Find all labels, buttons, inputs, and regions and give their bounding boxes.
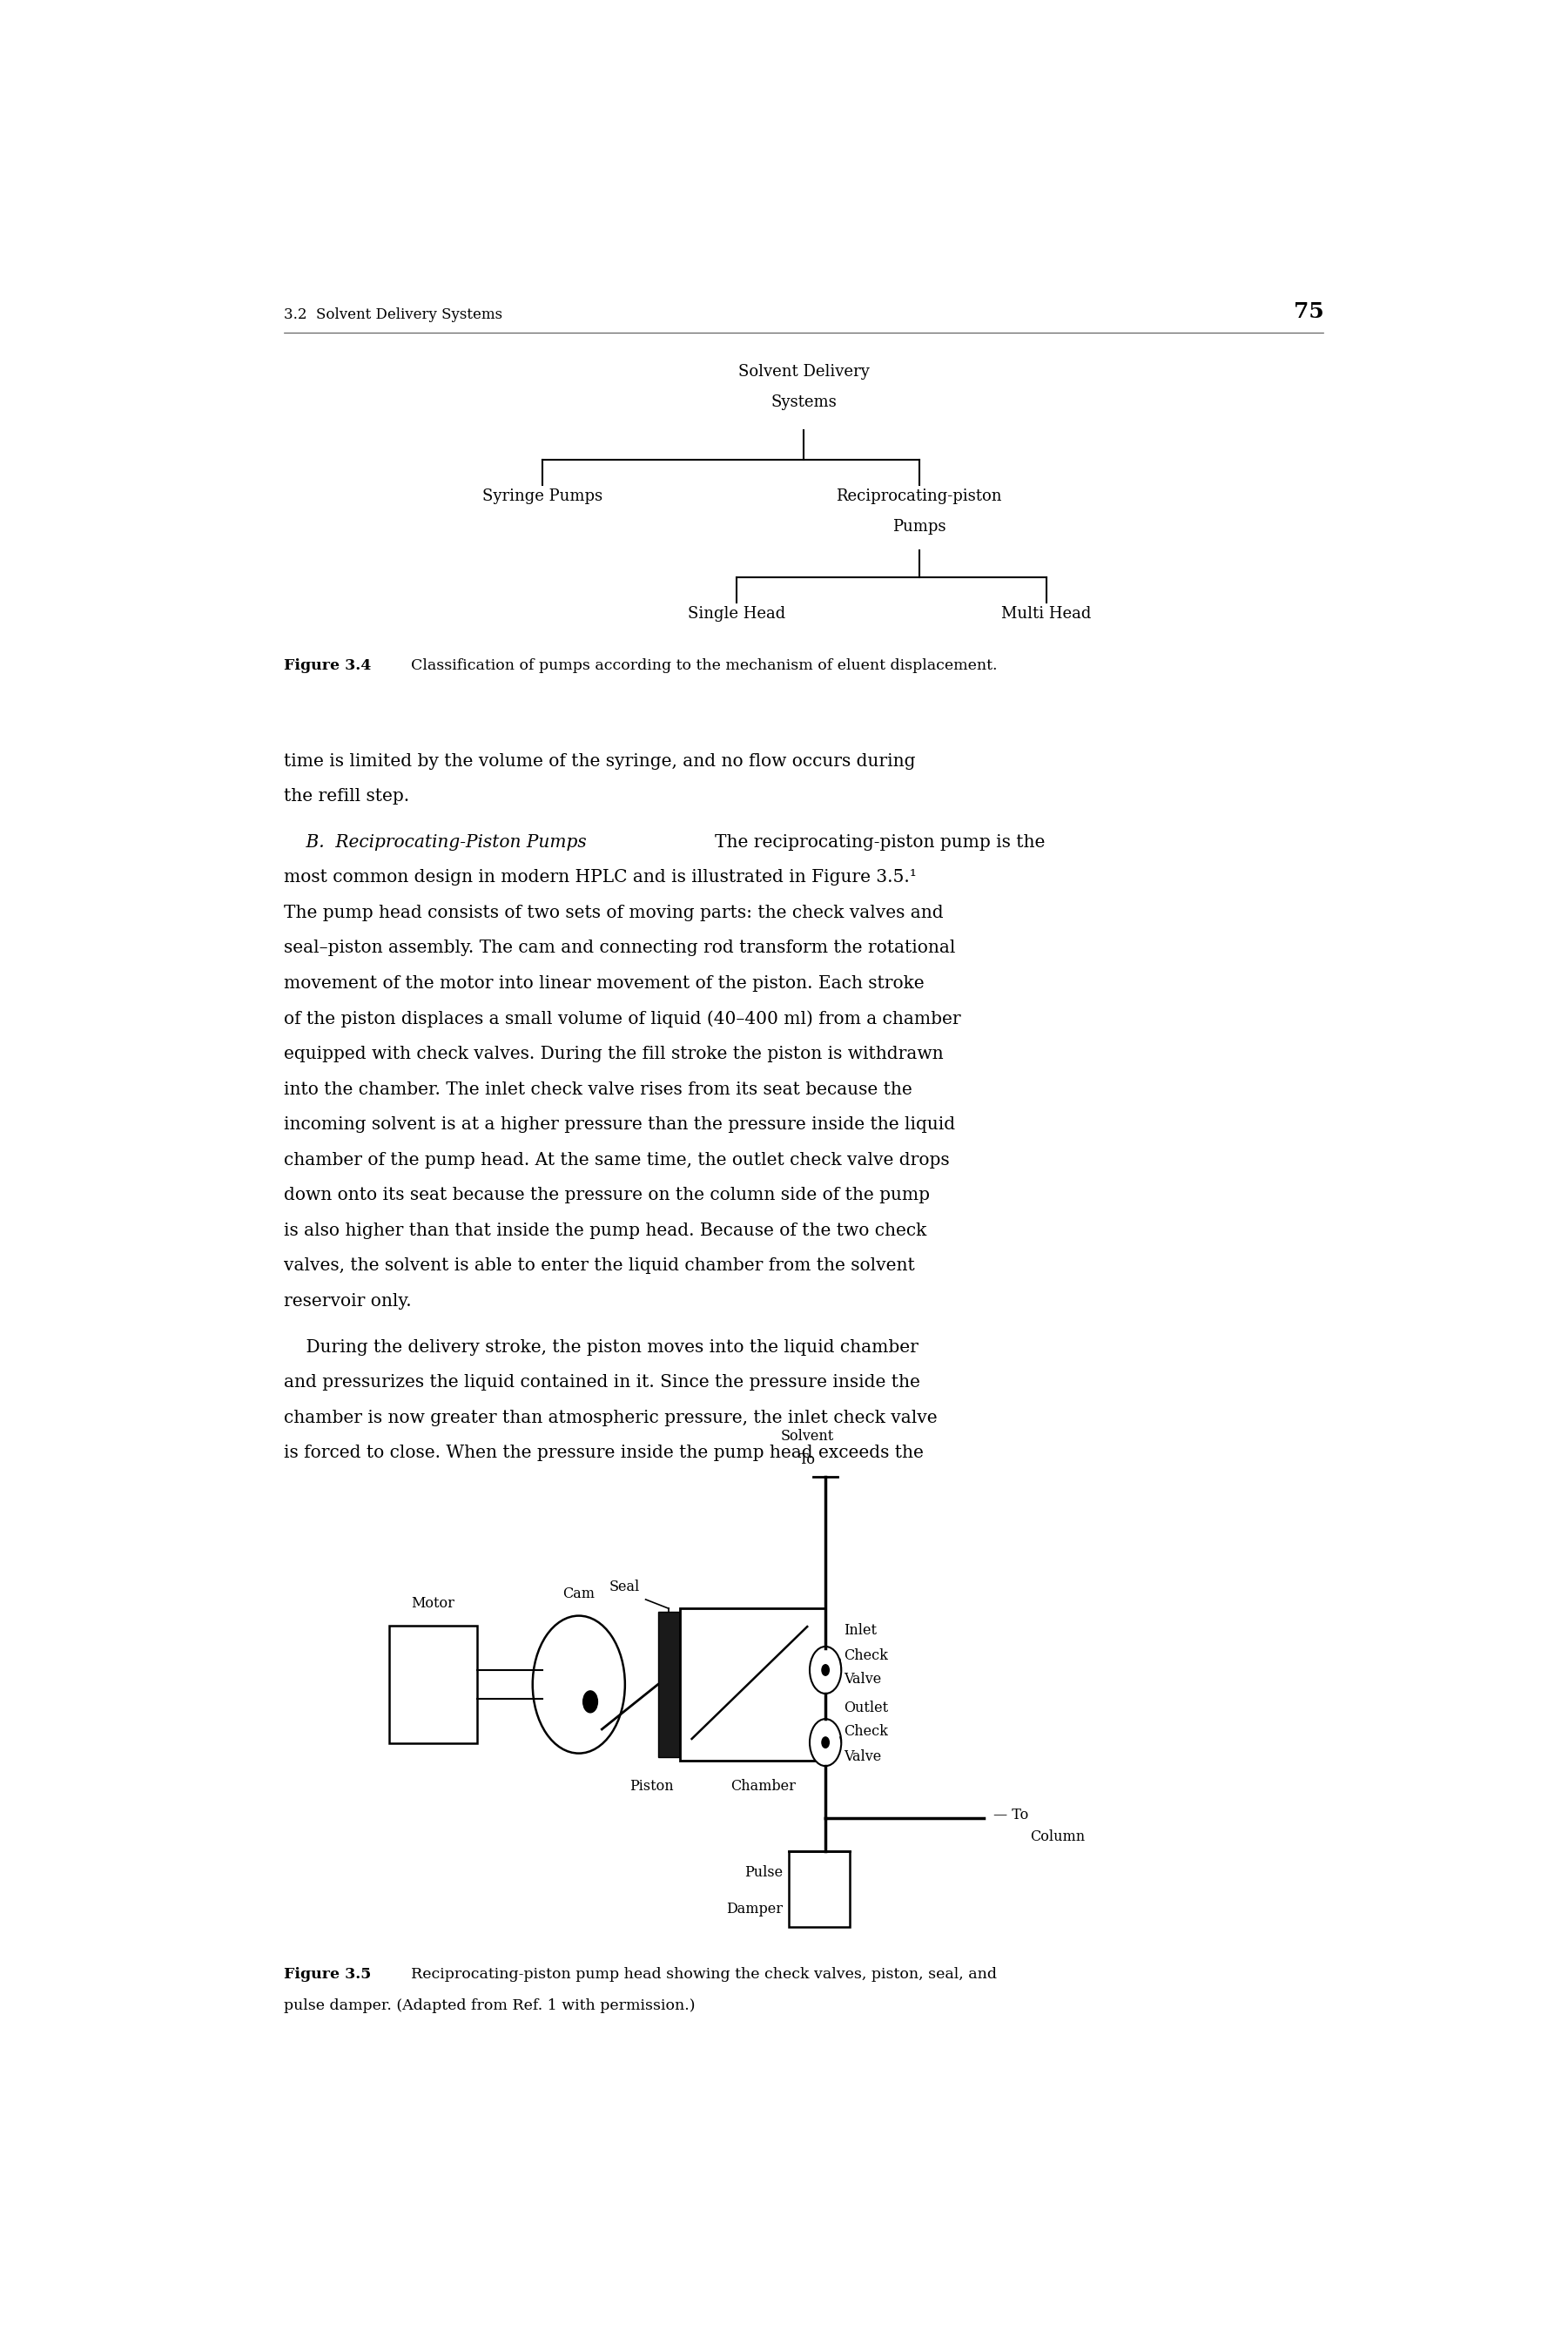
Bar [389,1625,477,1744]
Text: 75: 75 [1294,301,1323,322]
Text: Inlet: Inlet [844,1622,877,1636]
Text: Syringe Pumps: Syringe Pumps [483,489,602,503]
Text: Solvent: Solvent [781,1429,834,1444]
Text: reservoir only.: reservoir only. [284,1293,411,1310]
Text: chamber is now greater than atmospheric pressure, the inlet check valve: chamber is now greater than atmospheric … [284,1408,938,1427]
Text: Pumps: Pumps [892,520,946,536]
Text: Piston: Piston [629,1780,674,1794]
Text: Cam: Cam [563,1587,594,1601]
Text: The reciprocating-piston pump is the: The reciprocating-piston pump is the [715,835,1046,851]
Text: valves, the solvent is able to enter the liquid chamber from the solvent: valves, the solvent is able to enter the… [284,1258,914,1274]
Text: Pulse: Pulse [745,1864,782,1881]
Circle shape [809,1719,842,1766]
Text: Solvent Delivery: Solvent Delivery [739,364,869,379]
Text: seal–piston assembly. The cam and connecting rod transform the rotational: seal–piston assembly. The cam and connec… [284,940,955,957]
Text: Seal: Seal [608,1580,640,1594]
Text: The pump head consists of two sets of moving parts: the check valves and: The pump head consists of two sets of mo… [284,905,942,922]
Bar [679,1608,825,1761]
Text: into the chamber. The inlet check valve rises from its seat because the: into the chamber. The inlet check valve … [284,1081,913,1098]
Text: Multi Head: Multi Head [1002,607,1091,621]
Text: 3.2  Solvent Delivery Systems: 3.2 Solvent Delivery Systems [284,308,502,322]
Text: and pressurizes the liquid contained in it. Since the pressure inside the: and pressurizes the liquid contained in … [284,1373,920,1392]
Text: pulse damper. (Adapted from Ref. 1 with permission.): pulse damper. (Adapted from Ref. 1 with … [284,1998,695,2012]
Text: Motor: Motor [411,1596,455,1610]
Text: Damper: Damper [726,1902,782,1916]
Text: Check: Check [844,1648,887,1662]
Text: Reciprocating-piston: Reciprocating-piston [836,489,1002,503]
Text: Valve: Valve [844,1749,881,1763]
Circle shape [822,1737,829,1747]
Text: Systems: Systems [770,395,837,409]
Bar [789,1850,850,1928]
Text: is forced to close. When the pressure inside the pump head exceeds the: is forced to close. When the pressure in… [284,1444,924,1462]
Text: most common design in modern HPLC and is illustrated in Figure 3.5.¹: most common design in modern HPLC and is… [284,870,916,886]
Circle shape [533,1615,626,1754]
Text: movement of the motor into linear movement of the piston. Each stroke: movement of the motor into linear moveme… [284,976,924,992]
Text: Chamber: Chamber [731,1780,797,1794]
Text: Valve: Valve [844,1672,881,1686]
Text: Column: Column [1030,1829,1085,1843]
Text: is also higher than that inside the pump head. Because of the two check: is also higher than that inside the pump… [284,1223,927,1239]
Text: of the piston displaces a small volume of liquid (40–400 ml) from a chamber: of the piston displaces a small volume o… [284,1011,961,1027]
Text: Outlet: Outlet [844,1700,887,1716]
Text: Figure 3.4: Figure 3.4 [284,658,372,672]
Text: Single Head: Single Head [688,607,786,621]
Circle shape [583,1690,597,1712]
Text: equipped with check valves. During the fill stroke the piston is withdrawn: equipped with check valves. During the f… [284,1046,942,1063]
Text: Figure 3.5: Figure 3.5 [284,1968,372,1982]
Text: down onto its seat because the pressure on the column side of the pump: down onto its seat because the pressure … [284,1187,930,1204]
Text: Check: Check [844,1723,887,1740]
Text: the refill step.: the refill step. [284,788,409,804]
Text: During the delivery stroke, the piston moves into the liquid chamber: During the delivery stroke, the piston m… [284,1338,919,1354]
Text: incoming solvent is at a higher pressure than the pressure inside the liquid: incoming solvent is at a higher pressure… [284,1117,955,1133]
Text: To: To [800,1453,815,1467]
Circle shape [809,1646,842,1693]
Text: Classification of pumps according to the mechanism of eluent displacement.: Classification of pumps according to the… [411,658,997,672]
Text: chamber of the pump head. At the same time, the outlet check valve drops: chamber of the pump head. At the same ti… [284,1152,949,1168]
Circle shape [822,1665,829,1676]
Text: — To: — To [993,1808,1029,1822]
Text: B.  Reciprocating-Piston Pumps: B. Reciprocating-Piston Pumps [284,835,597,851]
Text: time is limited by the volume of the syringe, and no flow occurs during: time is limited by the volume of the syr… [284,752,916,769]
Text: Reciprocating-piston pump head showing the check valves, piston, seal, and: Reciprocating-piston pump head showing t… [411,1968,997,1982]
Bar [659,1613,679,1756]
